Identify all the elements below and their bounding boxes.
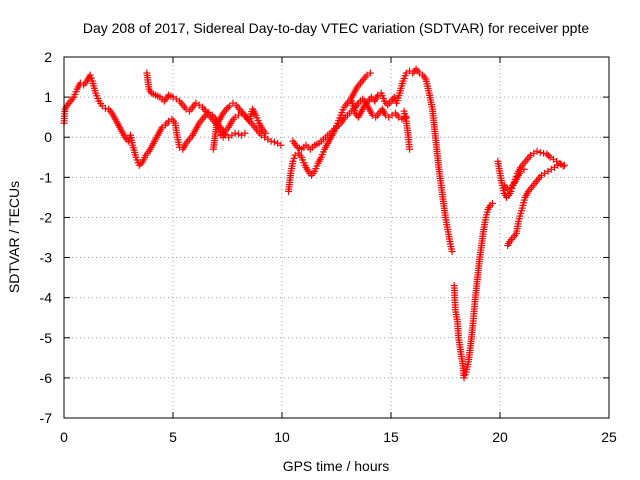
data-point <box>137 160 145 168</box>
y-axis-label: SDTVAR / TECUs <box>6 181 22 293</box>
x-tick-label: 10 <box>274 429 290 445</box>
data-point <box>267 137 275 145</box>
data-point <box>231 129 239 137</box>
chart-title: Day 208 of 2017, Sidereal Day-to-day VTE… <box>83 20 590 36</box>
y-tick-label: 2 <box>44 49 52 65</box>
data-point <box>224 104 232 112</box>
data-point <box>390 93 398 101</box>
x-tick-label: 5 <box>169 429 177 445</box>
data-point <box>290 154 298 162</box>
data-point <box>406 145 414 153</box>
y-tick-label: -5 <box>40 330 53 346</box>
data-point <box>460 374 468 382</box>
data-point <box>488 199 496 207</box>
data-point <box>219 133 227 141</box>
data-point <box>536 148 544 156</box>
data-point <box>554 161 562 169</box>
data-point <box>520 165 528 173</box>
y-tick-label: -7 <box>40 410 53 426</box>
data-point <box>557 160 565 168</box>
y-tick-label: -6 <box>40 370 53 386</box>
data-point <box>270 138 278 146</box>
x-tick-label: 0 <box>60 429 68 445</box>
x-tick-label: 25 <box>601 429 617 445</box>
data-point <box>277 141 285 149</box>
data-point <box>543 150 551 158</box>
data-point <box>87 74 95 82</box>
data-point <box>448 248 456 256</box>
data-point <box>234 130 242 138</box>
data-points <box>60 65 568 382</box>
y-tick-label: -4 <box>40 290 53 306</box>
data-point <box>289 157 297 165</box>
data-point <box>545 152 553 160</box>
data-point <box>533 147 541 155</box>
y-tick-label: 1 <box>44 89 52 105</box>
x-axis-label: GPS time / hours <box>283 458 390 474</box>
y-tick-label: -3 <box>40 250 53 266</box>
x-tick-label: 15 <box>383 429 399 445</box>
data-point <box>366 69 374 77</box>
data-point <box>86 71 94 79</box>
data-point <box>560 161 568 169</box>
data-point <box>222 105 230 113</box>
data-point <box>124 137 132 145</box>
data-point <box>101 104 109 112</box>
data-point <box>461 371 469 379</box>
y-tick-label: 0 <box>44 129 52 145</box>
plot-frame <box>63 56 610 419</box>
data-point <box>262 129 270 137</box>
data-point <box>135 161 143 169</box>
data-point <box>540 149 548 157</box>
data-point <box>220 130 228 138</box>
y-tick-label: -1 <box>40 169 53 185</box>
grid-lines <box>64 57 609 418</box>
axis-ticks: 210-1-2-3-4-5-6-70 5 10 15 20 25 <box>40 49 617 445</box>
data-point <box>241 129 249 137</box>
y-tick-label: -2 <box>40 209 53 225</box>
x-tick-label: 20 <box>492 429 508 445</box>
